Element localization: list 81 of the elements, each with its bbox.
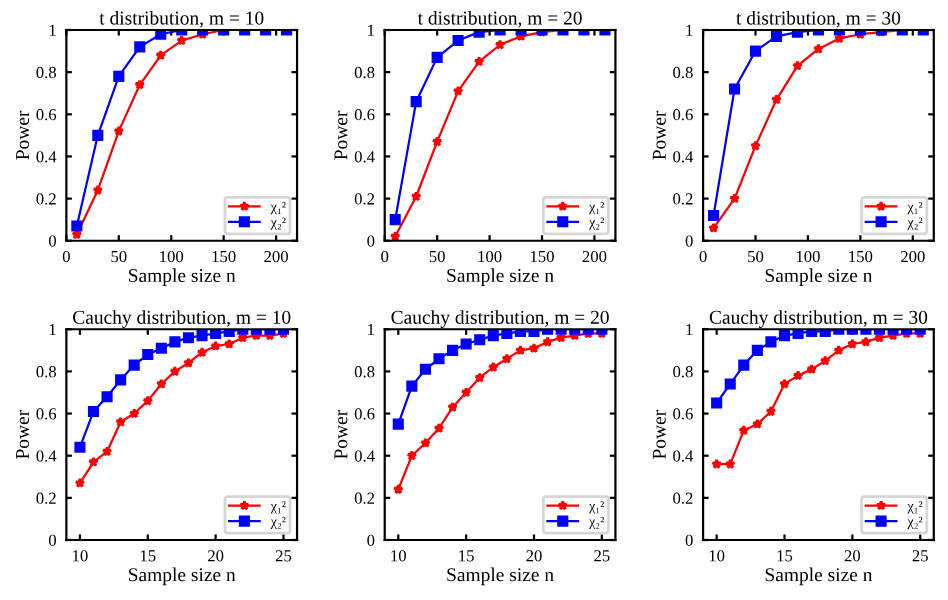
- chart-title: Cauchy distribution, m = 20: [391, 310, 609, 328]
- y-tick-label: 0.2: [354, 193, 375, 205]
- x-tick-label: 150: [212, 250, 236, 263]
- x-tick-label: 50: [748, 250, 764, 263]
- x-tick-label: 15: [459, 550, 474, 562]
- y-tick-label: 1: [49, 324, 56, 336]
- x-tick-label: 200: [901, 250, 925, 263]
- y-axis-title: Power: [16, 110, 30, 160]
- y-axis-title: Power: [652, 110, 666, 160]
- y-tick-label: 0.8: [36, 66, 56, 79]
- x-axis-title: Sample size n: [765, 268, 873, 286]
- x-tick-label: 150: [849, 250, 873, 263]
- chart-title: t distribution, m = 20: [417, 10, 582, 28]
- y-axis-title: Power: [334, 409, 348, 459]
- x-tick-label: 10: [391, 550, 406, 562]
- x-tick-label: 100: [160, 250, 184, 263]
- y-tick-label: 0.6: [36, 109, 57, 121]
- y-tick-label: 0: [367, 534, 375, 546]
- y-tick-label: 0.8: [673, 366, 693, 378]
- y-tick-label: 0: [685, 534, 693, 546]
- y-tick-label: 0.6: [673, 408, 693, 420]
- chart-title: Cauchy distribution, m = 30: [709, 310, 928, 328]
- x-tick-label: 0: [699, 250, 707, 263]
- x-tick-label: 25: [594, 550, 610, 562]
- y-tick-label: 1: [368, 324, 374, 336]
- x-tick-label: 25: [275, 550, 292, 562]
- y-tick-label: 1: [368, 24, 374, 36]
- x-tick-label: 150: [530, 250, 554, 263]
- x-tick-label: 200: [582, 250, 607, 263]
- y-tick-label: 0.4: [36, 450, 57, 462]
- x-tick-label: 15: [777, 550, 793, 562]
- y-tick-label: 0.6: [354, 109, 375, 121]
- x-tick-label: 0: [62, 250, 70, 263]
- x-tick-label: 50: [429, 250, 445, 263]
- y-tick-label: 0.2: [673, 492, 693, 504]
- x-tick-label: 20: [844, 550, 861, 562]
- y-tick-label: 1: [686, 24, 693, 36]
- x-tick-label: 10: [709, 550, 725, 562]
- x-tick-label: 15: [140, 550, 156, 562]
- y-tick-label: 1: [49, 24, 56, 36]
- x-tick-label: 20: [526, 550, 542, 562]
- chart-title: Cauchy distribution, m = 10: [73, 310, 291, 328]
- chart-title: t distribution, m = 30: [736, 10, 901, 28]
- x-tick-label: 0: [381, 250, 389, 263]
- chart-title: t distribution, m = 10: [99, 10, 264, 28]
- x-tick-label: 50: [111, 250, 127, 263]
- y-tick-label: 0.4: [354, 450, 375, 462]
- x-axis-title: Sample size n: [447, 567, 554, 586]
- y-tick-label: 0.4: [673, 450, 694, 462]
- y-axis-title: Power: [334, 110, 348, 160]
- y-tick-label: 0.2: [36, 492, 56, 504]
- x-tick-label: 25: [912, 550, 928, 562]
- x-axis-title: Sample size n: [129, 567, 236, 586]
- y-tick-label: 0.8: [354, 366, 375, 378]
- y-tick-label: 0.8: [36, 366, 56, 378]
- x-axis-title: Sample size n: [447, 268, 554, 286]
- y-tick-label: 0: [685, 235, 693, 247]
- y-tick-label: 0.6: [673, 109, 693, 121]
- x-tick-label: 200: [264, 250, 288, 263]
- x-tick-label: 10: [73, 550, 88, 562]
- y-tick-label: 0: [367, 235, 375, 247]
- y-tick-label: 0.4: [354, 151, 375, 163]
- y-tick-label: 0.2: [354, 492, 375, 504]
- y-tick-label: 0.6: [354, 408, 375, 420]
- y-tick-label: 0.2: [36, 193, 56, 205]
- y-tick-label: 0.8: [673, 66, 693, 79]
- x-axis-title: Sample size n: [129, 268, 236, 286]
- x-tick-label: 20: [208, 550, 224, 562]
- y-tick-label: 0.4: [673, 151, 694, 163]
- x-axis-title: Sample size n: [765, 567, 873, 586]
- x-tick-label: 100: [478, 250, 502, 263]
- y-tick-label: 1: [686, 324, 693, 336]
- y-tick-label: 0.4: [36, 151, 57, 163]
- y-tick-label: 0: [48, 534, 56, 546]
- y-tick-label: 0.2: [673, 193, 693, 205]
- x-tick-label: 100: [796, 250, 820, 263]
- y-tick-label: 0.8: [354, 66, 375, 79]
- y-tick-label: 0.6: [36, 408, 57, 420]
- y-axis-title: Power: [16, 409, 30, 459]
- y-tick-label: 0: [48, 235, 56, 247]
- y-axis-title: Power: [652, 409, 666, 459]
